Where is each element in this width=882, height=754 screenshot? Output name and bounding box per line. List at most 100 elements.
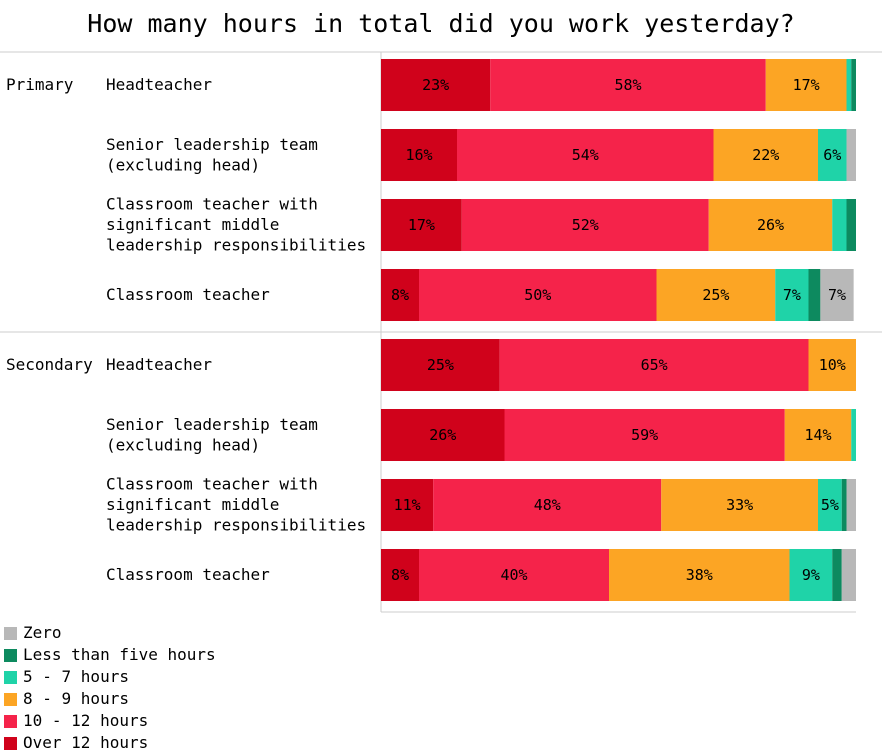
bar-segment	[419, 549, 609, 601]
bar-segment	[808, 269, 821, 321]
legend-item: Less than five hours	[4, 644, 216, 666]
bar-segment	[818, 129, 847, 181]
bar-segment	[765, 59, 847, 111]
bar-segment	[841, 549, 856, 601]
bar-segment	[832, 549, 842, 601]
data-label: 11%	[394, 496, 421, 514]
category-label: Senior leadership team (excluding head)	[106, 135, 318, 175]
data-label: 48%	[534, 496, 561, 514]
bar-segment	[820, 269, 854, 321]
legend-swatch	[4, 736, 17, 750]
legend-item: 5 - 7 hours	[4, 666, 216, 688]
bar-segment	[818, 479, 842, 531]
bar-segment	[381, 549, 419, 601]
data-label: 22%	[752, 146, 779, 164]
bar-segment	[381, 269, 419, 321]
data-label: 65%	[641, 356, 668, 374]
legend-swatch	[4, 692, 17, 706]
data-label: 17%	[793, 76, 820, 94]
data-label: 52%	[572, 216, 599, 234]
data-label: 38%	[686, 566, 713, 584]
legend-swatch	[4, 648, 17, 662]
bar-segment	[789, 549, 833, 601]
legend-swatch	[4, 670, 17, 684]
bar-segment	[846, 129, 856, 181]
data-label: 5%	[821, 496, 839, 514]
category-label: Headteacher	[106, 75, 212, 94]
data-label: 10%	[819, 356, 846, 374]
legend-item: 10 - 12 hours	[4, 710, 216, 732]
legend-item: Over 12 hours	[4, 732, 216, 754]
stacked-bar-chart: Primary Headteacher 23% 58% 17% Senior leader…	[0, 51, 882, 613]
legend-label: 8 - 9 hours	[23, 689, 129, 708]
legend-label: 10 - 12 hours	[23, 711, 149, 730]
bar-segment	[846, 199, 856, 251]
data-label: 25%	[427, 356, 454, 374]
bar-segment	[433, 479, 662, 531]
data-label: 50%	[524, 286, 551, 304]
data-label: 17%	[408, 216, 435, 234]
data-label: 26%	[757, 216, 784, 234]
bar-segment	[832, 199, 847, 251]
bar-segment	[381, 59, 491, 111]
bar-segment	[457, 129, 714, 181]
bar-segment	[656, 269, 776, 321]
legend-swatch	[4, 626, 17, 640]
bar-segment	[609, 549, 790, 601]
category-label: Headteacher	[106, 355, 212, 374]
legend-item: 8 - 9 hours	[4, 688, 216, 710]
category-label: Senior leadership team (excluding head)	[106, 415, 318, 455]
bar-segment	[841, 479, 847, 531]
legend-item: Zero	[4, 622, 216, 644]
bar-segment	[381, 199, 462, 251]
data-label: 7%	[828, 286, 846, 304]
group-label: Primary	[6, 75, 74, 94]
legend-label: 5 - 7 hours	[23, 667, 129, 686]
bar-segment	[490, 59, 766, 111]
data-label: 33%	[726, 496, 753, 514]
bar-segment	[381, 479, 434, 531]
data-label: 8%	[391, 286, 409, 304]
bar-segment	[381, 129, 457, 181]
bar-segment	[851, 59, 856, 111]
legend-swatch	[4, 714, 17, 728]
legend-label: Over 12 hours	[23, 733, 149, 752]
bar-segment	[775, 269, 809, 321]
bar-segment	[499, 339, 809, 391]
data-label: 16%	[405, 146, 432, 164]
legend: Zero Less than five hours 5 - 7 hours 8 - 9…	[4, 622, 216, 754]
data-label: 40%	[500, 566, 527, 584]
bar-segment	[846, 59, 852, 111]
group-label: Secondary	[6, 355, 93, 374]
data-label: 58%	[614, 76, 641, 94]
data-label: 7%	[783, 286, 801, 304]
data-label: 9%	[802, 566, 820, 584]
data-label: 26%	[429, 426, 456, 444]
bar-segment	[381, 409, 505, 461]
category-label: Classroom teacher	[106, 565, 270, 584]
bar-segment	[784, 409, 852, 461]
data-label: 54%	[572, 146, 599, 164]
data-label: 6%	[823, 146, 841, 164]
chart-title: How many hours in total did you work yes…	[87, 9, 795, 38]
bar-segment	[708, 199, 833, 251]
bar-segment	[851, 409, 856, 461]
legend-label: Zero	[23, 623, 62, 642]
bar-segment	[461, 199, 709, 251]
data-label: 25%	[702, 286, 729, 304]
category-label: Classroom teacher with significant middle…	[106, 195, 366, 255]
data-label: 8%	[391, 566, 409, 584]
data-label: 23%	[422, 76, 449, 94]
bar-segment	[808, 339, 856, 391]
bar-segment	[504, 409, 785, 461]
category-label: Classroom teacher with significant middle…	[106, 475, 366, 535]
bar-segment	[381, 339, 500, 391]
category-label: Classroom teacher	[106, 285, 270, 304]
bar-segment	[661, 479, 818, 531]
data-label: 14%	[804, 426, 831, 444]
bar-segment	[846, 479, 856, 531]
legend-label: Less than five hours	[23, 645, 216, 664]
bar-segment	[713, 129, 818, 181]
bar-segment	[419, 269, 657, 321]
data-label: 59%	[631, 426, 658, 444]
